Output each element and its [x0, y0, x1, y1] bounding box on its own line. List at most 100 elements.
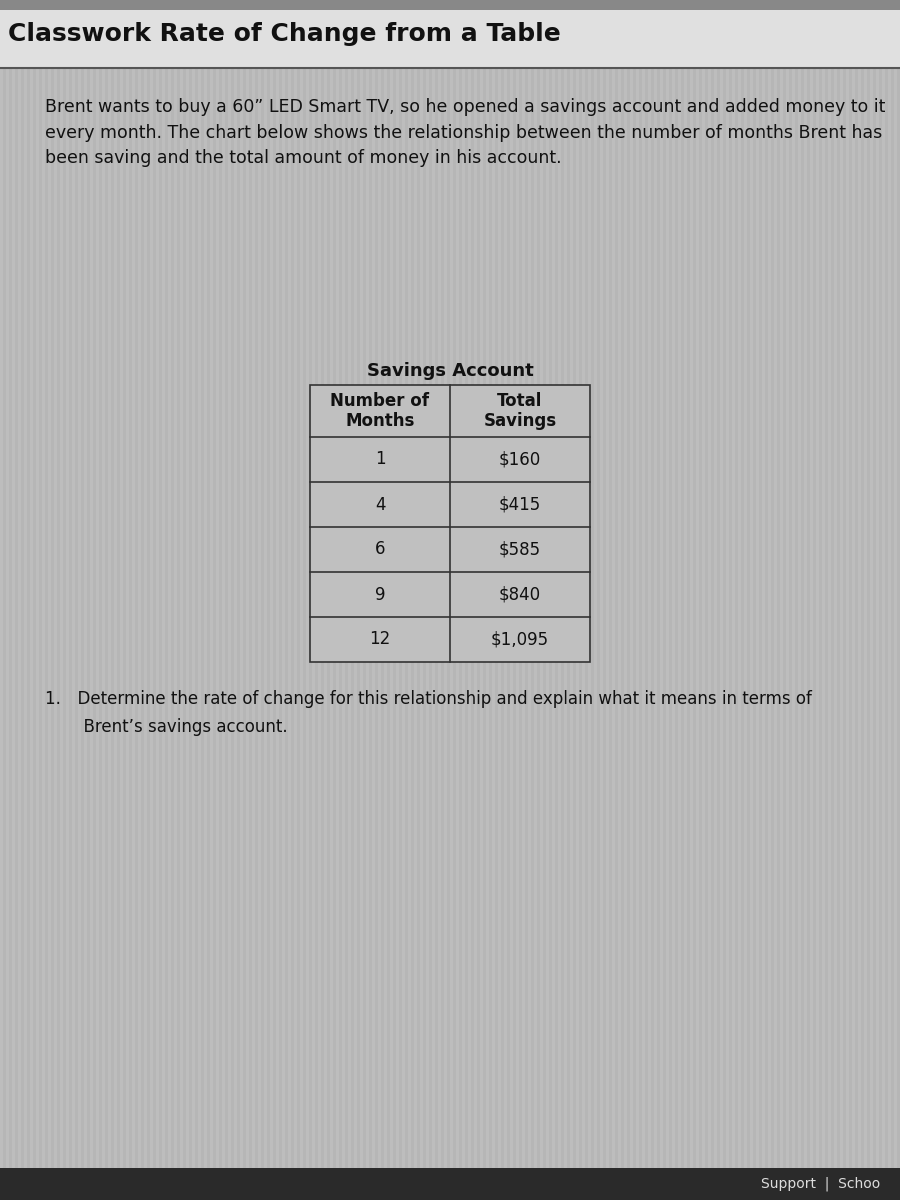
- Bar: [792, 0, 795, 1200]
- Bar: [123, 0, 126, 1200]
- Bar: [267, 0, 270, 1200]
- Bar: [3, 0, 6, 1200]
- Bar: [72, 0, 75, 1200]
- Bar: [294, 0, 297, 1200]
- Bar: [486, 0, 489, 1200]
- Bar: [558, 0, 561, 1200]
- Bar: [249, 0, 252, 1200]
- Bar: [603, 0, 606, 1200]
- Bar: [120, 0, 123, 1200]
- Bar: [159, 0, 162, 1200]
- Bar: [681, 0, 684, 1200]
- Bar: [717, 0, 720, 1200]
- Bar: [606, 0, 609, 1200]
- Bar: [81, 0, 84, 1200]
- Text: Savings Account: Savings Account: [366, 362, 534, 380]
- Text: $415: $415: [499, 496, 541, 514]
- Bar: [39, 0, 42, 1200]
- Bar: [231, 0, 234, 1200]
- Bar: [696, 0, 699, 1200]
- Bar: [183, 0, 186, 1200]
- Bar: [621, 0, 624, 1200]
- Bar: [618, 0, 621, 1200]
- Bar: [0, 0, 900, 68]
- Bar: [432, 0, 435, 1200]
- Bar: [453, 0, 456, 1200]
- Bar: [831, 0, 834, 1200]
- Bar: [375, 0, 378, 1200]
- Bar: [783, 0, 786, 1200]
- Bar: [819, 0, 822, 1200]
- Text: 12: 12: [369, 630, 391, 648]
- Bar: [84, 0, 87, 1200]
- Text: Total
Savings: Total Savings: [483, 391, 556, 431]
- Bar: [33, 0, 36, 1200]
- Text: 4: 4: [374, 496, 385, 514]
- Bar: [144, 0, 147, 1200]
- Bar: [210, 0, 213, 1200]
- Bar: [105, 0, 108, 1200]
- Bar: [546, 0, 549, 1200]
- Bar: [96, 0, 99, 1200]
- Bar: [99, 0, 102, 1200]
- Bar: [360, 0, 363, 1200]
- Bar: [156, 0, 159, 1200]
- Bar: [339, 0, 342, 1200]
- Bar: [243, 0, 246, 1200]
- Bar: [714, 0, 717, 1200]
- Bar: [381, 0, 384, 1200]
- Bar: [54, 0, 57, 1200]
- Bar: [897, 0, 900, 1200]
- Bar: [849, 0, 852, 1200]
- Bar: [51, 0, 54, 1200]
- Bar: [801, 0, 804, 1200]
- Bar: [786, 0, 789, 1200]
- Bar: [342, 0, 345, 1200]
- Bar: [345, 0, 348, 1200]
- Bar: [702, 0, 705, 1200]
- Bar: [759, 0, 762, 1200]
- Bar: [310, 385, 590, 662]
- Bar: [534, 0, 537, 1200]
- Bar: [678, 0, 681, 1200]
- Bar: [669, 0, 672, 1200]
- Bar: [237, 0, 240, 1200]
- Bar: [672, 0, 675, 1200]
- Bar: [441, 0, 444, 1200]
- Text: Brent’s savings account.: Brent’s savings account.: [45, 718, 288, 736]
- Bar: [348, 0, 351, 1200]
- Bar: [60, 0, 63, 1200]
- Bar: [408, 0, 411, 1200]
- Bar: [150, 0, 153, 1200]
- Bar: [303, 0, 306, 1200]
- Bar: [198, 0, 201, 1200]
- Bar: [462, 0, 465, 1200]
- Bar: [549, 0, 552, 1200]
- Bar: [300, 0, 303, 1200]
- Bar: [729, 0, 732, 1200]
- Bar: [615, 0, 618, 1200]
- Bar: [321, 0, 324, 1200]
- Bar: [447, 0, 450, 1200]
- Bar: [654, 0, 657, 1200]
- Text: Number of
Months: Number of Months: [330, 391, 429, 431]
- Bar: [519, 0, 522, 1200]
- Bar: [630, 0, 633, 1200]
- Bar: [771, 0, 774, 1200]
- Bar: [327, 0, 330, 1200]
- Bar: [45, 0, 48, 1200]
- Bar: [489, 0, 492, 1200]
- Bar: [885, 0, 888, 1200]
- Bar: [63, 0, 66, 1200]
- Bar: [498, 0, 501, 1200]
- Text: $1,095: $1,095: [491, 630, 549, 648]
- Bar: [417, 0, 420, 1200]
- Bar: [429, 0, 432, 1200]
- Bar: [141, 0, 144, 1200]
- Bar: [465, 0, 468, 1200]
- Bar: [474, 0, 477, 1200]
- Bar: [540, 0, 543, 1200]
- Bar: [264, 0, 267, 1200]
- Bar: [594, 0, 597, 1200]
- Bar: [240, 0, 243, 1200]
